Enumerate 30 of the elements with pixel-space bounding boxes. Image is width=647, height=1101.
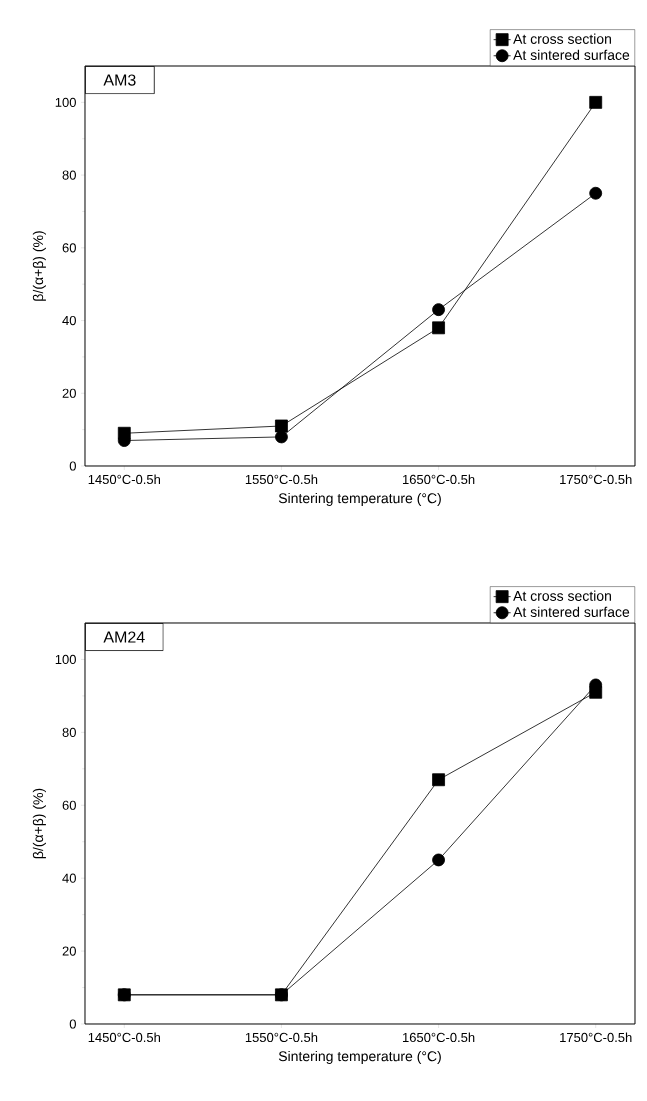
y-tick-label: 0 <box>69 461 76 471</box>
x-tick-label: 1650°C-0.5h <box>402 1032 475 1043</box>
annotation: AM3 <box>103 74 136 86</box>
x-tick-label: 1650°C-0.5h <box>402 474 475 485</box>
y-tick-label: 80 <box>62 170 76 180</box>
y-axis-title: β/(α+β) (%) <box>32 788 46 859</box>
annotation: AM24 <box>103 631 145 643</box>
legend-label: At sintered surface <box>513 49 630 60</box>
x-tick-label: 1750°C-0.5h <box>560 474 632 485</box>
x-tick-label: 1450°C-0.5h <box>88 474 160 485</box>
y-tick-label: 60 <box>62 800 76 810</box>
y-tick-label: 60 <box>62 243 76 253</box>
y-tick-label: 100 <box>55 97 76 107</box>
x-tick-label: 1550°C-0.5h <box>245 474 318 485</box>
x-tick-label: 1750°C-0.5h <box>560 1032 632 1043</box>
x-axis-title: Sintering temperature (°C) <box>278 1050 441 1064</box>
legend-label: At cross section <box>513 590 611 601</box>
y-tick-label: 80 <box>62 727 76 737</box>
y-tick-label: 100 <box>55 654 76 665</box>
x-tick-label: 1550°C-0.5h <box>245 1032 318 1043</box>
y-tick-label: 20 <box>62 946 76 956</box>
y-tick-label: 0 <box>69 1019 76 1029</box>
legend-label: At sintered surface <box>513 606 630 617</box>
legend-label: At cross section <box>513 33 611 44</box>
y-tick-label: 20 <box>62 388 76 398</box>
y-axis-title: β/(α+β) (%) <box>32 231 46 301</box>
y-tick-label: 40 <box>62 873 76 883</box>
x-tick-label: 1450°C-0.5h <box>88 1032 160 1043</box>
x-axis-title: Sintering temperature (°C) <box>278 492 441 506</box>
y-tick-label: 40 <box>62 315 76 326</box>
